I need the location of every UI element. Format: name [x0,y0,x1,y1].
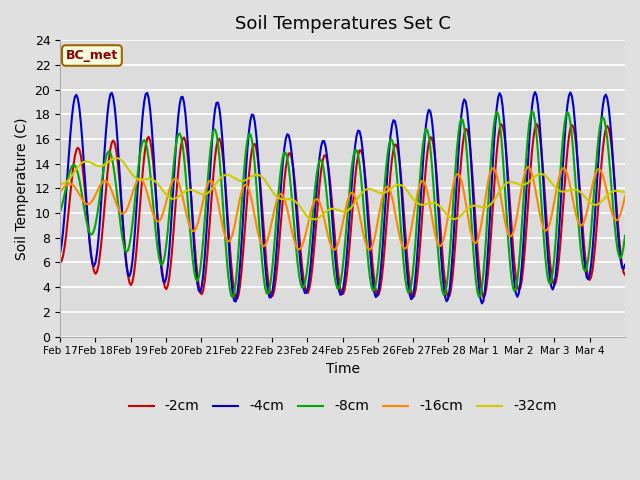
-2cm [234,296,241,302]
-8cm [76,177,83,182]
Title: Soil Temperatures Set C: Soil Temperatures Set C [235,15,451,33]
-8cm [229,294,237,300]
-4cm [621,262,629,268]
Y-axis label: Soil Temperature (C): Soil Temperature (C) [15,117,29,260]
-2cm [348,210,356,216]
Line: -2cm: -2cm [60,124,625,299]
-4cm [546,274,554,280]
-16cm [620,200,627,205]
-2cm [93,269,101,275]
-8cm [528,108,536,114]
-32cm [462,208,470,214]
-32cm [56,180,64,186]
-8cm [93,213,101,219]
Legend: -2cm, -4cm, -8cm, -16cm, -32cm: -2cm, -4cm, -8cm, -16cm, -32cm [123,394,562,419]
Line: -4cm: -4cm [60,92,625,303]
-8cm [621,233,629,239]
-2cm [546,257,554,263]
Line: -8cm: -8cm [60,111,625,297]
-8cm [348,161,356,167]
-32cm [546,178,554,183]
-2cm [621,272,629,277]
-32cm [113,155,120,161]
-8cm [460,124,468,130]
-4cm [76,105,83,111]
-8cm [620,244,627,250]
-2cm [532,121,540,127]
-16cm [621,193,629,199]
-16cm [348,190,356,195]
-8cm [546,281,554,287]
Text: BC_met: BC_met [66,49,118,62]
-32cm [93,163,101,168]
-16cm [524,164,531,170]
-4cm [459,101,467,107]
-16cm [56,188,64,194]
-2cm [460,131,468,137]
-4cm [478,300,486,306]
Line: -16cm: -16cm [60,167,625,250]
-16cm [93,189,101,194]
-32cm [350,202,358,207]
Line: -32cm: -32cm [60,158,625,219]
-32cm [620,189,627,195]
-4cm [531,89,539,95]
X-axis label: Time: Time [326,362,360,376]
-2cm [76,147,83,153]
-2cm [620,270,627,276]
-16cm [331,247,339,253]
-4cm [347,197,355,203]
-16cm [546,220,554,226]
-4cm [620,266,627,272]
-16cm [76,192,83,197]
-32cm [76,162,83,168]
-2cm [56,260,64,265]
-8cm [56,209,64,215]
-32cm [307,216,315,222]
-32cm [621,189,629,195]
-4cm [93,250,101,256]
-4cm [56,250,64,255]
-16cm [460,191,468,197]
